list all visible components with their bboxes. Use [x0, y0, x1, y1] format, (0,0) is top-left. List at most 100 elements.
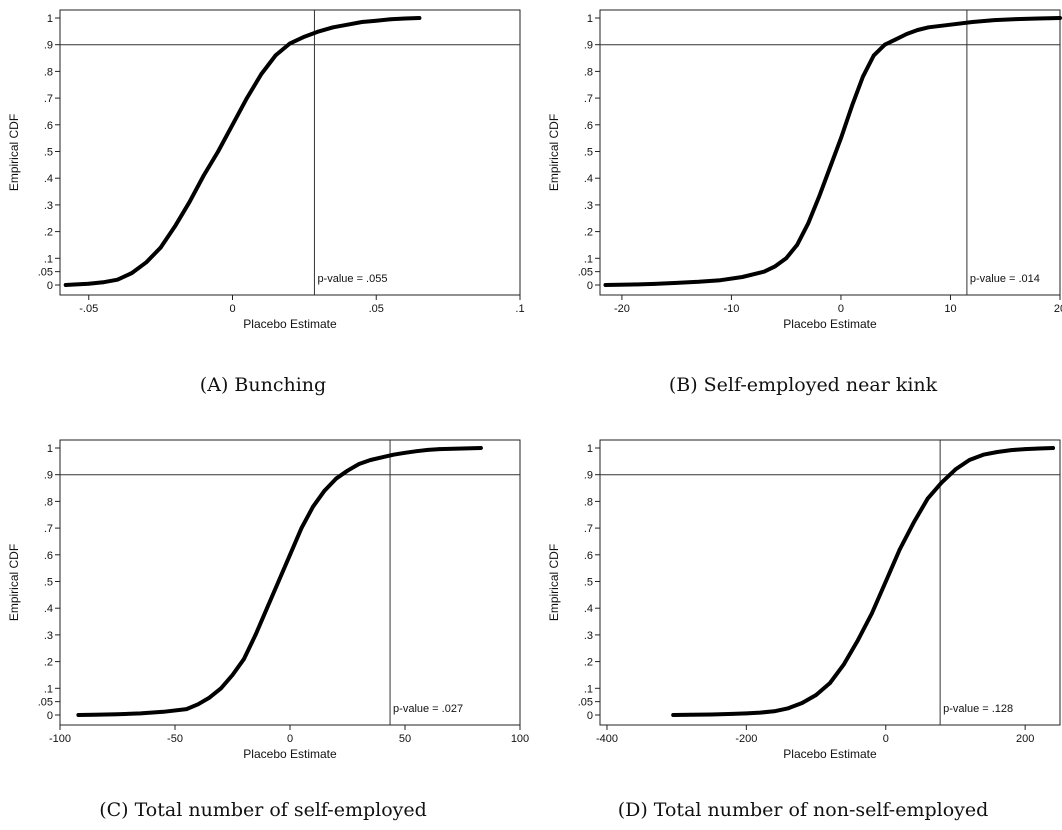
- x-tick-label-a: .1: [515, 303, 524, 315]
- cdf-point-c: [253, 633, 258, 637]
- p-value-annotation-d: p-value = .128: [943, 703, 1013, 715]
- caption-c: (C) Total number of self-employed: [99, 799, 427, 821]
- x-tick-label-a: 0: [229, 303, 235, 315]
- cdf-point-d: [709, 712, 714, 717]
- cdf-point-d: [814, 693, 818, 697]
- cdf-curve-c: [76, 446, 483, 717]
- cdf-point-a: [288, 41, 292, 46]
- y-tick-label-d: .8: [584, 496, 593, 508]
- y-tick-label-a: .6: [44, 120, 53, 132]
- cdf-curve-b: [603, 16, 1062, 287]
- cdf-point-a: [345, 22, 350, 27]
- cdf-point-d: [772, 709, 777, 714]
- cdf-point-c: [115, 712, 120, 716]
- plot-frame-a: [59, 9, 521, 296]
- cdf-point-a: [173, 224, 177, 229]
- cdf-point-c: [230, 673, 235, 677]
- cdf-point-c: [76, 713, 81, 717]
- cdf-point-d: [1023, 447, 1027, 451]
- cdf-point-a: [302, 34, 307, 39]
- y-tick-label-b: .5: [584, 147, 593, 159]
- x-axis-label-d: Placebo Estimate: [783, 747, 877, 761]
- cdf-point-b: [861, 74, 865, 79]
- cdf-point-b: [795, 243, 799, 247]
- y-tick-label-c: .8: [44, 496, 53, 508]
- cdf-point-a: [101, 280, 105, 285]
- cdf-point-c: [196, 702, 200, 707]
- y-tick-label-c: .05: [38, 697, 53, 709]
- x-tick-label-c: 0: [287, 733, 293, 745]
- y-tick-label-b: 0: [587, 280, 593, 292]
- cdf-point-b: [740, 275, 745, 279]
- cdf-point-a: [230, 123, 235, 127]
- y-tick-label-a: .9: [44, 40, 53, 52]
- cdf-point-b: [718, 278, 723, 282]
- cdf-point-a: [158, 245, 163, 250]
- cdf-point-c: [357, 462, 361, 466]
- cdf-point-a: [187, 200, 192, 205]
- cdf-point-b: [839, 136, 843, 140]
- y-tick-label-c: .1: [44, 683, 53, 695]
- cdf-point-c: [184, 707, 189, 711]
- cdf-point-d: [911, 520, 916, 525]
- cdf-point-c: [299, 526, 304, 530]
- y-tick-label-b: .2: [584, 227, 593, 239]
- x-tick-label-c: 50: [399, 733, 411, 745]
- y-tick-label-a: .2: [44, 227, 53, 239]
- cdf-point-a: [388, 17, 393, 22]
- cdf-point-c: [322, 488, 327, 493]
- x-tick-label-a: .05: [369, 303, 384, 315]
- y-tick-label-d: .7: [584, 523, 593, 535]
- cdf-point-d: [688, 712, 693, 717]
- cdf-point-a: [273, 53, 278, 58]
- y-tick-label-c: .2: [44, 657, 53, 669]
- y-tick-label-b: .8: [584, 66, 593, 78]
- cdf-point-a: [72, 282, 77, 287]
- cdf-point-b: [850, 104, 854, 108]
- cdf-point-c: [345, 468, 350, 473]
- y-axis-label-d: Empirical CDF: [547, 544, 561, 621]
- y-tick-label-a: .8: [44, 66, 53, 78]
- y-tick-label-b: 1: [587, 13, 593, 25]
- p-value-annotation-b: p-value = .014: [970, 273, 1040, 285]
- cdf-point-d: [995, 450, 1000, 454]
- cdf-point-d: [967, 458, 972, 462]
- caption-b: (B) Self-employed near kink: [668, 374, 938, 396]
- cdf-point-c: [334, 476, 338, 481]
- y-tick-label-d: .2: [584, 657, 593, 669]
- cdf-curve-a: [63, 16, 422, 287]
- cdf-point-b: [762, 269, 767, 274]
- y-tick-label-b: .6: [584, 120, 593, 132]
- y-tick-label-d: .5: [584, 577, 593, 589]
- cdf-point-c: [265, 606, 269, 610]
- cdf-point-c: [311, 504, 315, 509]
- cdf-point-b: [970, 20, 975, 24]
- cdf-point-c: [207, 695, 212, 700]
- x-axis-label-a: Placebo Estimate: [243, 317, 337, 331]
- cdf-point-d: [1051, 446, 1055, 450]
- y-tick-label-a: .7: [44, 93, 53, 105]
- cdf-point-b: [893, 37, 898, 42]
- cdf-point-c: [426, 448, 430, 452]
- y-tick-label-b: .05: [578, 267, 593, 279]
- x-tick-label-c: -100: [49, 733, 71, 745]
- cdf-point-d: [939, 480, 944, 485]
- cdf-point-d: [1009, 448, 1014, 452]
- cdf-point-b: [915, 28, 920, 32]
- cdf-point-b: [948, 22, 953, 27]
- cdf-point-c: [368, 458, 373, 462]
- cdf-point-b: [696, 279, 701, 284]
- cdf-point-d: [981, 452, 986, 457]
- cdf-point-a: [374, 18, 379, 23]
- y-tick-label-c: .9: [44, 470, 53, 482]
- plot-frame-d: [599, 439, 1061, 726]
- cdf-point-c: [380, 455, 384, 460]
- p-value-annotation-c: p-value = .027: [393, 703, 463, 715]
- cdf-point-c: [161, 709, 166, 714]
- cdf-point-a: [144, 260, 149, 265]
- cdf-point-b: [784, 256, 788, 261]
- cdf-point-b: [992, 18, 997, 22]
- cdf-curve-d: [671, 446, 1055, 717]
- cdf-point-b: [1036, 16, 1040, 21]
